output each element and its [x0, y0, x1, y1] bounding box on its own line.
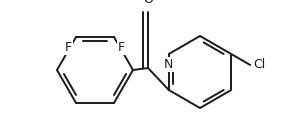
- Text: F: F: [65, 41, 72, 54]
- Text: O: O: [143, 0, 153, 6]
- Text: F: F: [118, 41, 125, 54]
- Text: N: N: [164, 58, 173, 71]
- Text: Cl: Cl: [253, 59, 266, 71]
